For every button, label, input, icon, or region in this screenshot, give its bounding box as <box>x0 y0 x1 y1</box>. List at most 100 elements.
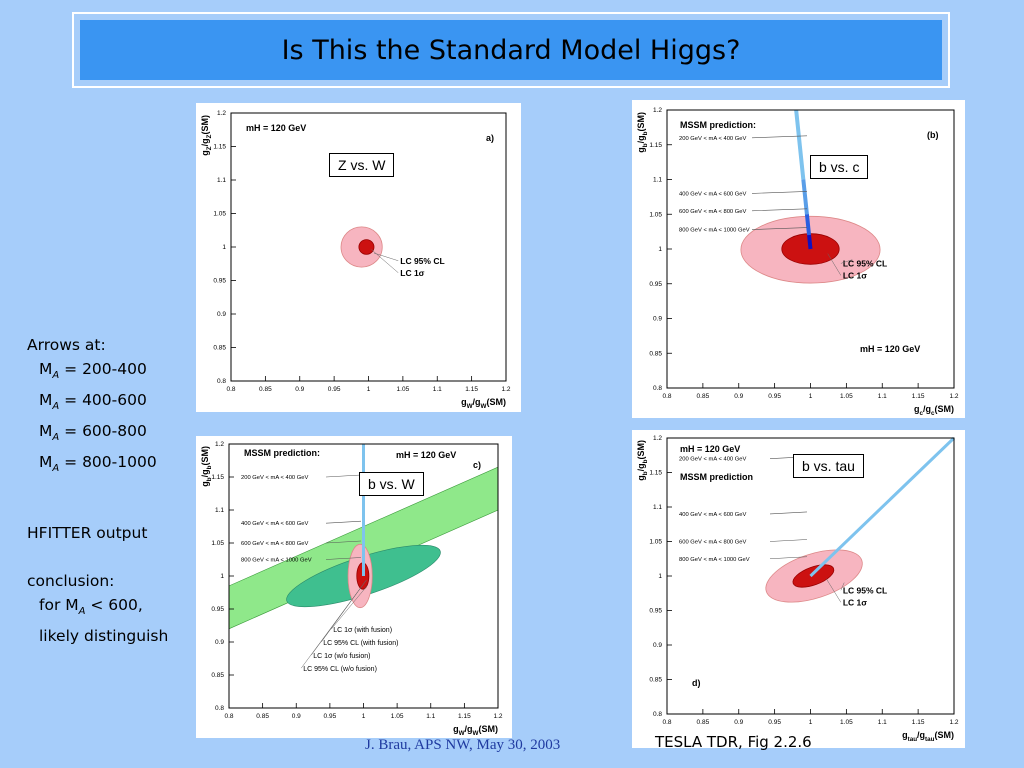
x-tick-label: 1.2 <box>501 386 510 393</box>
x-tick-label: 1.05 <box>840 719 853 726</box>
x-tick-label: 0.8 <box>662 393 671 400</box>
legend-leader-line <box>826 578 842 603</box>
y-tick-label: 1.2 <box>653 107 662 114</box>
x-tick-label: 0.85 <box>256 713 269 720</box>
x-axis-label: gc/gc(SM) <box>914 404 954 417</box>
x-tick-label: 1.05 <box>840 393 853 400</box>
legend-leader-line <box>373 252 399 261</box>
y-tick-label: 1.15 <box>649 142 662 149</box>
y-tick-label: 1.05 <box>649 211 662 218</box>
y-axis-label: gb/gb(SM) <box>636 440 649 481</box>
y-tick-label: 1.2 <box>217 110 226 117</box>
x-tick-label: 1.15 <box>912 719 925 726</box>
x-tick-label: 1 <box>362 713 366 720</box>
y-tick-label: 1.15 <box>211 474 224 481</box>
arrows-header: Arrows at: <box>27 336 106 354</box>
footer-author: J. Brau, APS NW, May 30, 2003 <box>365 737 561 753</box>
legend-label: LC 95% CL (w/o fusion) <box>303 666 377 673</box>
mssm-range-label: 600 GeV < mA < 800 GeV <box>679 209 746 215</box>
y-tick-label: 1.15 <box>649 470 662 477</box>
x-axis-label: gW/gW(SM) <box>461 397 506 410</box>
mssm-line-segment <box>809 436 956 578</box>
callout-d: b vs. tau <box>793 454 864 478</box>
legend-leader-line <box>331 585 368 630</box>
mssm-range-label: 600 GeV < mA < 800 GeV <box>241 541 308 547</box>
y-tick-label: 0.85 <box>649 677 662 684</box>
conclusion-line2: likely distinguish <box>39 627 169 646</box>
y-tick-label: 0.85 <box>213 345 226 352</box>
confidence-ellipse <box>792 564 835 588</box>
chart-b-svg: 0.8 0.85 0.9 0.95 1 1.05 1.1 1.15 1.2 0.8 0.85 0.9 0… <box>636 107 959 417</box>
callout-b: b vs. c <box>810 155 869 179</box>
mssm-range-arrow <box>325 474 362 478</box>
y-tick-label: 1.05 <box>213 211 226 218</box>
conclusion-label: conclusion: <box>27 572 115 590</box>
mssm-range-arrow <box>769 539 808 542</box>
y-tick-label: 0.8 <box>215 705 224 712</box>
y-tick-label: 0.95 <box>649 281 662 288</box>
mssm-range-label: 800 GeV < mA < 1000 GeV <box>679 228 750 234</box>
x-tick-label: 0.9 <box>734 393 743 400</box>
x-tick-label: 0.95 <box>324 713 337 720</box>
legend-label: LC 1σ <box>843 597 867 607</box>
mssm-range-arrow <box>325 520 362 524</box>
mssm-range-label: 800 GeV < mA < 1000 GeV <box>679 557 750 563</box>
y-tick-label: 0.9 <box>215 639 224 646</box>
y-tick-label: 1.1 <box>653 504 662 511</box>
callout-c: b vs. W <box>359 472 424 496</box>
legend-label: LC 95% CL <box>400 256 444 266</box>
x-tick-label: 0.95 <box>328 386 341 393</box>
mssm-range-label: 200 GeV < mA < 400 GeV <box>679 136 746 142</box>
x-tick-label: 1.1 <box>878 393 887 400</box>
mssm-range-label: 400 GeV < mA < 600 GeV <box>241 521 308 527</box>
mssm-range-arrow <box>769 511 808 515</box>
mssm-range-label: 600 GeV < mA < 800 GeV <box>679 540 746 546</box>
y-tick-label: 1 <box>220 573 224 580</box>
legend-label: LC 95% CL (with fusion) <box>323 640 398 647</box>
y-tick-label: 1 <box>658 573 662 580</box>
x-tick-label: 0.8 <box>662 719 671 726</box>
y-tick-label: 1.1 <box>217 177 226 184</box>
x-tick-label: 1.05 <box>391 713 404 720</box>
y-tick-label: 0.95 <box>213 278 226 285</box>
y-tick-label: 1.1 <box>215 507 224 514</box>
x-tick-label: 0.8 <box>224 713 233 720</box>
y-axis-label: gb/gb(SM) <box>200 446 213 487</box>
legend-leader-line <box>827 253 842 276</box>
y-tick-label: 1 <box>222 244 226 251</box>
y-tick-label: 0.85 <box>649 350 662 357</box>
mssm-range-arrow <box>751 227 808 230</box>
mssm-range-arrow <box>325 540 362 544</box>
legend-leader-line <box>301 579 367 669</box>
arrow-range-item: MA = 200-400 <box>39 360 147 382</box>
y-tick-label: 0.95 <box>211 606 224 613</box>
y-axis-label: gZ/gZ(SM) <box>200 115 213 156</box>
annotation-text: mH = 120 GeV <box>680 444 740 454</box>
callout-a: Z vs. W <box>329 153 395 177</box>
x-tick-label: 1.2 <box>949 719 958 726</box>
x-tick-label: 1.2 <box>949 393 958 400</box>
slide-title: Is This the Standard Model Higgs? <box>281 34 741 66</box>
x-tick-label: 1.1 <box>878 719 887 726</box>
y-tick-label: 0.9 <box>653 316 662 323</box>
x-tick-label: 0.9 <box>295 386 304 393</box>
y-tick-label: 1.05 <box>649 539 662 546</box>
y-tick-label: 1.15 <box>213 144 226 151</box>
annotation-text: mH = 120 GeV <box>396 450 456 460</box>
panel-tag: d) <box>692 678 701 688</box>
x-tick-label: 1 <box>809 393 813 400</box>
panel-tag: (b) <box>927 130 939 140</box>
x-tick-label: 1 <box>367 386 371 393</box>
x-tick-label: 1.2 <box>493 713 502 720</box>
mssm-range-arrow <box>769 556 808 560</box>
x-tick-label: 0.9 <box>734 719 743 726</box>
conclusion-line1: for MA < 600, <box>39 596 143 618</box>
mssm-range-label: 200 GeV < mA < 400 GeV <box>679 457 746 463</box>
x-tick-label: 1.1 <box>433 386 442 393</box>
arrow-range-item: MA = 600-800 <box>39 422 147 444</box>
x-tick-label: 1.15 <box>465 386 478 393</box>
chart-c-svg: 0.8 0.85 0.9 0.95 1 1.05 1.1 1.15 1.2 0.8 0.85 0.9 0… <box>200 441 503 737</box>
y-tick-label: 0.95 <box>649 608 662 615</box>
title-frame: Is This the Standard Model Higgs? <box>72 12 950 88</box>
arrows-notes: Arrows at: MA = 200-400 MA = 400-600 MA … <box>27 333 157 481</box>
